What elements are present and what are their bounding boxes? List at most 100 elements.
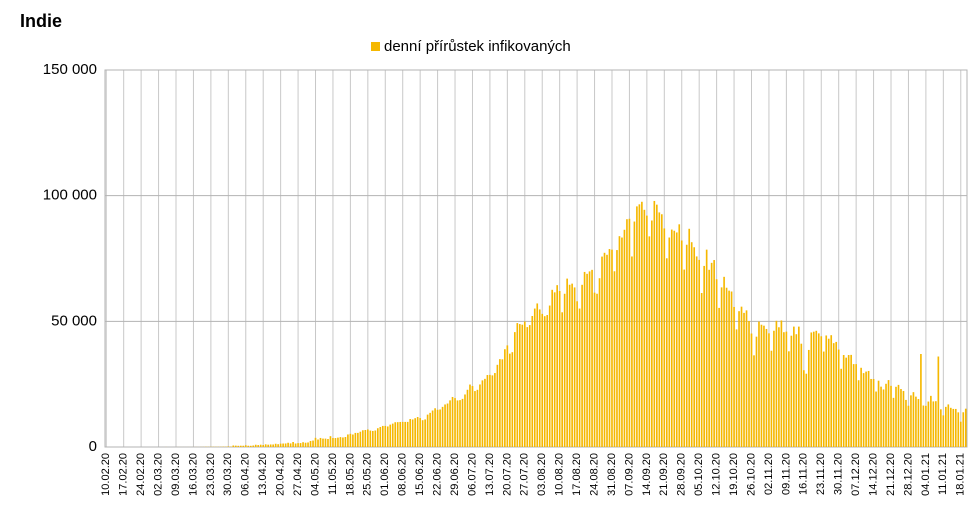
bar (690, 242, 693, 447)
x-tick-label: 07.09.20 (623, 453, 635, 496)
bar (376, 428, 379, 447)
bar (850, 354, 852, 447)
x-tick-label: 30.11.20 (833, 453, 845, 495)
bar (269, 444, 272, 447)
bar (665, 258, 668, 447)
x-tick-label: 05.10.20 (693, 453, 705, 496)
bar (287, 442, 289, 447)
bar (396, 422, 399, 447)
bar (937, 356, 940, 447)
bar (514, 332, 516, 447)
bar (930, 395, 932, 447)
bar (805, 373, 808, 447)
bar (509, 353, 511, 447)
bar (773, 330, 775, 447)
bar (748, 321, 750, 447)
bar (548, 305, 551, 447)
bar (680, 240, 683, 447)
bar (785, 331, 788, 447)
bar (658, 212, 661, 447)
bar (728, 290, 730, 447)
bar (531, 315, 534, 447)
bar (872, 378, 875, 447)
bar (663, 228, 666, 447)
bar (959, 421, 962, 447)
bar (429, 412, 431, 447)
bar (763, 325, 765, 447)
bar (825, 335, 828, 447)
x-tick-label: 24.02.20 (135, 453, 147, 496)
bar (778, 327, 780, 447)
bar (371, 430, 374, 447)
bar (419, 418, 421, 447)
bar (247, 445, 250, 447)
bar (942, 415, 945, 447)
bar (553, 292, 556, 447)
bar (758, 321, 760, 447)
bar (394, 422, 397, 447)
bar (922, 405, 925, 447)
bar (827, 338, 830, 447)
bar (274, 443, 277, 447)
y-tick-label: 150 000 (43, 61, 97, 78)
bar (244, 445, 247, 447)
bar (673, 230, 676, 447)
bar (788, 351, 790, 447)
bar (267, 444, 270, 447)
bar (471, 386, 474, 447)
bar (297, 443, 299, 447)
bar (743, 312, 745, 447)
bar (406, 421, 409, 447)
bar (521, 324, 524, 447)
bar (254, 444, 257, 447)
x-tick-label: 25.05.20 (362, 453, 374, 496)
bar (790, 335, 793, 447)
bar (596, 293, 598, 447)
bar (855, 364, 857, 447)
x-tick-label: 12.10.20 (711, 453, 723, 496)
bar (765, 328, 768, 447)
bar (386, 426, 389, 447)
bar (436, 409, 439, 447)
bar (880, 386, 882, 447)
bar (444, 404, 446, 447)
y-tick-label: 0 (89, 438, 97, 455)
bar (282, 443, 284, 447)
bar (411, 419, 414, 447)
bar (840, 368, 843, 447)
legend-label: denní přírůstek infikovaných (384, 38, 571, 55)
bar (369, 430, 372, 447)
bar (915, 396, 917, 447)
bar (414, 418, 416, 447)
x-tick-label: 26.10.20 (745, 453, 757, 496)
x-tick-label: 14.09.20 (641, 453, 653, 496)
bar (653, 200, 656, 447)
bar (374, 430, 377, 447)
bar (404, 421, 407, 447)
bar (957, 412, 960, 447)
bar (636, 206, 638, 447)
bar (817, 333, 820, 447)
bar (399, 421, 402, 447)
bar (556, 285, 558, 447)
bar (262, 444, 265, 447)
bar (616, 250, 618, 447)
bar (456, 400, 459, 447)
x-tick-label: 04.01.21 (920, 453, 932, 496)
bar (964, 408, 967, 447)
bar (571, 283, 573, 447)
bar (284, 443, 287, 447)
bar (461, 398, 464, 447)
bar (449, 400, 451, 447)
bar (601, 256, 603, 447)
y-tick-label: 50 000 (51, 312, 97, 329)
bar (464, 394, 466, 447)
bar (576, 301, 578, 447)
x-tick-label: 11.05.20 (327, 453, 339, 495)
bar (391, 423, 394, 447)
bar (381, 425, 384, 447)
bar (720, 287, 723, 447)
bar (900, 389, 902, 447)
bar (910, 395, 912, 447)
